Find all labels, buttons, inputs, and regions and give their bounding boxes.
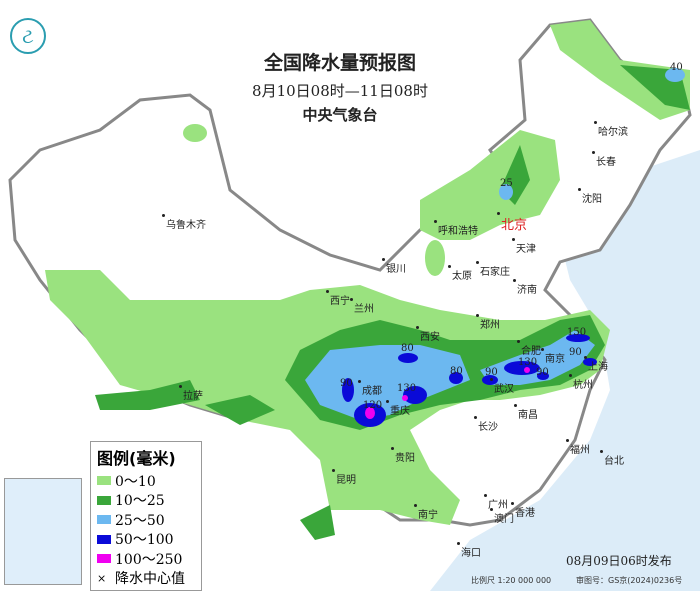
city-label: 乌鲁木齐 [162,214,206,231]
center-value: 90 [569,347,582,358]
city-label: 上海 [584,356,608,373]
city-label: 沈阳 [578,188,602,205]
rain-100-250 [365,367,530,419]
forecast-period: 8月10日08时—11日08时 [252,82,428,100]
city-label: 银川 [382,258,406,275]
legend-item: 50～100 [91,530,201,550]
city-label: 石家庄 [476,261,510,278]
city-label: 杭州 [569,374,593,391]
cross-icon: × [97,571,107,585]
legend-item: × 降水中心值 [97,571,185,588]
center-value: 40 [670,62,683,73]
city-label: 西安 [416,326,440,343]
rain-0-10-north [420,130,560,240]
city-label: 南京 [541,348,565,365]
city-label: 西宁 [326,290,350,307]
center-value: 25 [500,178,513,189]
capital-label: 北京 [496,212,527,233]
city-label: 重庆 [386,400,410,417]
city-label: 天津 [512,238,536,255]
city-label: 济南 [513,279,537,296]
city-label: 拉萨 [179,385,203,402]
rain-10-25-tibet [95,380,335,540]
city-label: 澳门 [490,508,514,525]
issuer: 中央气象台 [302,106,378,124]
south-china-sea-inset [4,478,82,585]
city-label: 长沙 [474,416,498,433]
center-value: 80 [450,366,463,377]
legend-item: 25～50 [91,510,201,530]
city-label: 广州 [484,494,508,511]
legend: 图例(毫米) 0～10 10～25 25～50 50～100 100～250 ×… [90,441,202,591]
city-label: 郑州 [476,314,500,331]
city-label: 呼和浩特 [434,220,478,237]
center-value: 90 [536,367,549,378]
city-label: 南昌 [514,404,538,421]
city-label: 武汉 [490,378,514,395]
center-value: 130 [397,383,417,394]
city-label: 南宁 [414,504,438,521]
city-label: 成都 [358,380,382,397]
center-value: 90 [485,367,498,378]
city-label: 福州 [566,439,590,456]
weather-service-logo: ટ [10,18,46,54]
center-value: 130 [518,357,538,368]
city-label: 哈尔滨 [594,121,628,138]
center-value: 90 [340,378,353,389]
legend-title: 图例(毫米) [97,449,176,468]
legend-item: 0～10 [91,471,201,491]
map-title: 全国降水量预报图 [263,52,416,74]
city-label: 台北 [600,450,624,467]
sea-area [430,150,700,591]
city-label: 香港 [511,502,535,519]
center-value: 150 [567,327,587,338]
approval-number: 审图号：GS京(2024)0236号 [576,576,683,585]
city-label: 长春 [592,151,616,168]
rain-50-100 [342,334,597,427]
legend-item: 10～25 [91,491,201,511]
center-value: 80 [401,343,414,354]
city-label: 贵阳 [391,447,415,464]
center-value: 120 [363,400,383,411]
city-label: 太原 [448,265,472,282]
city-label: 昆明 [332,469,356,486]
issue-time: 08月09日06时发布 [566,554,672,568]
legend-item: 100～250 [91,549,201,569]
city-label: 海口 [457,542,481,559]
city-label: 兰州 [350,298,374,315]
city-label: 合肥 [517,340,541,357]
map-scale: 比例尺 1:20 000 000 [471,576,552,585]
